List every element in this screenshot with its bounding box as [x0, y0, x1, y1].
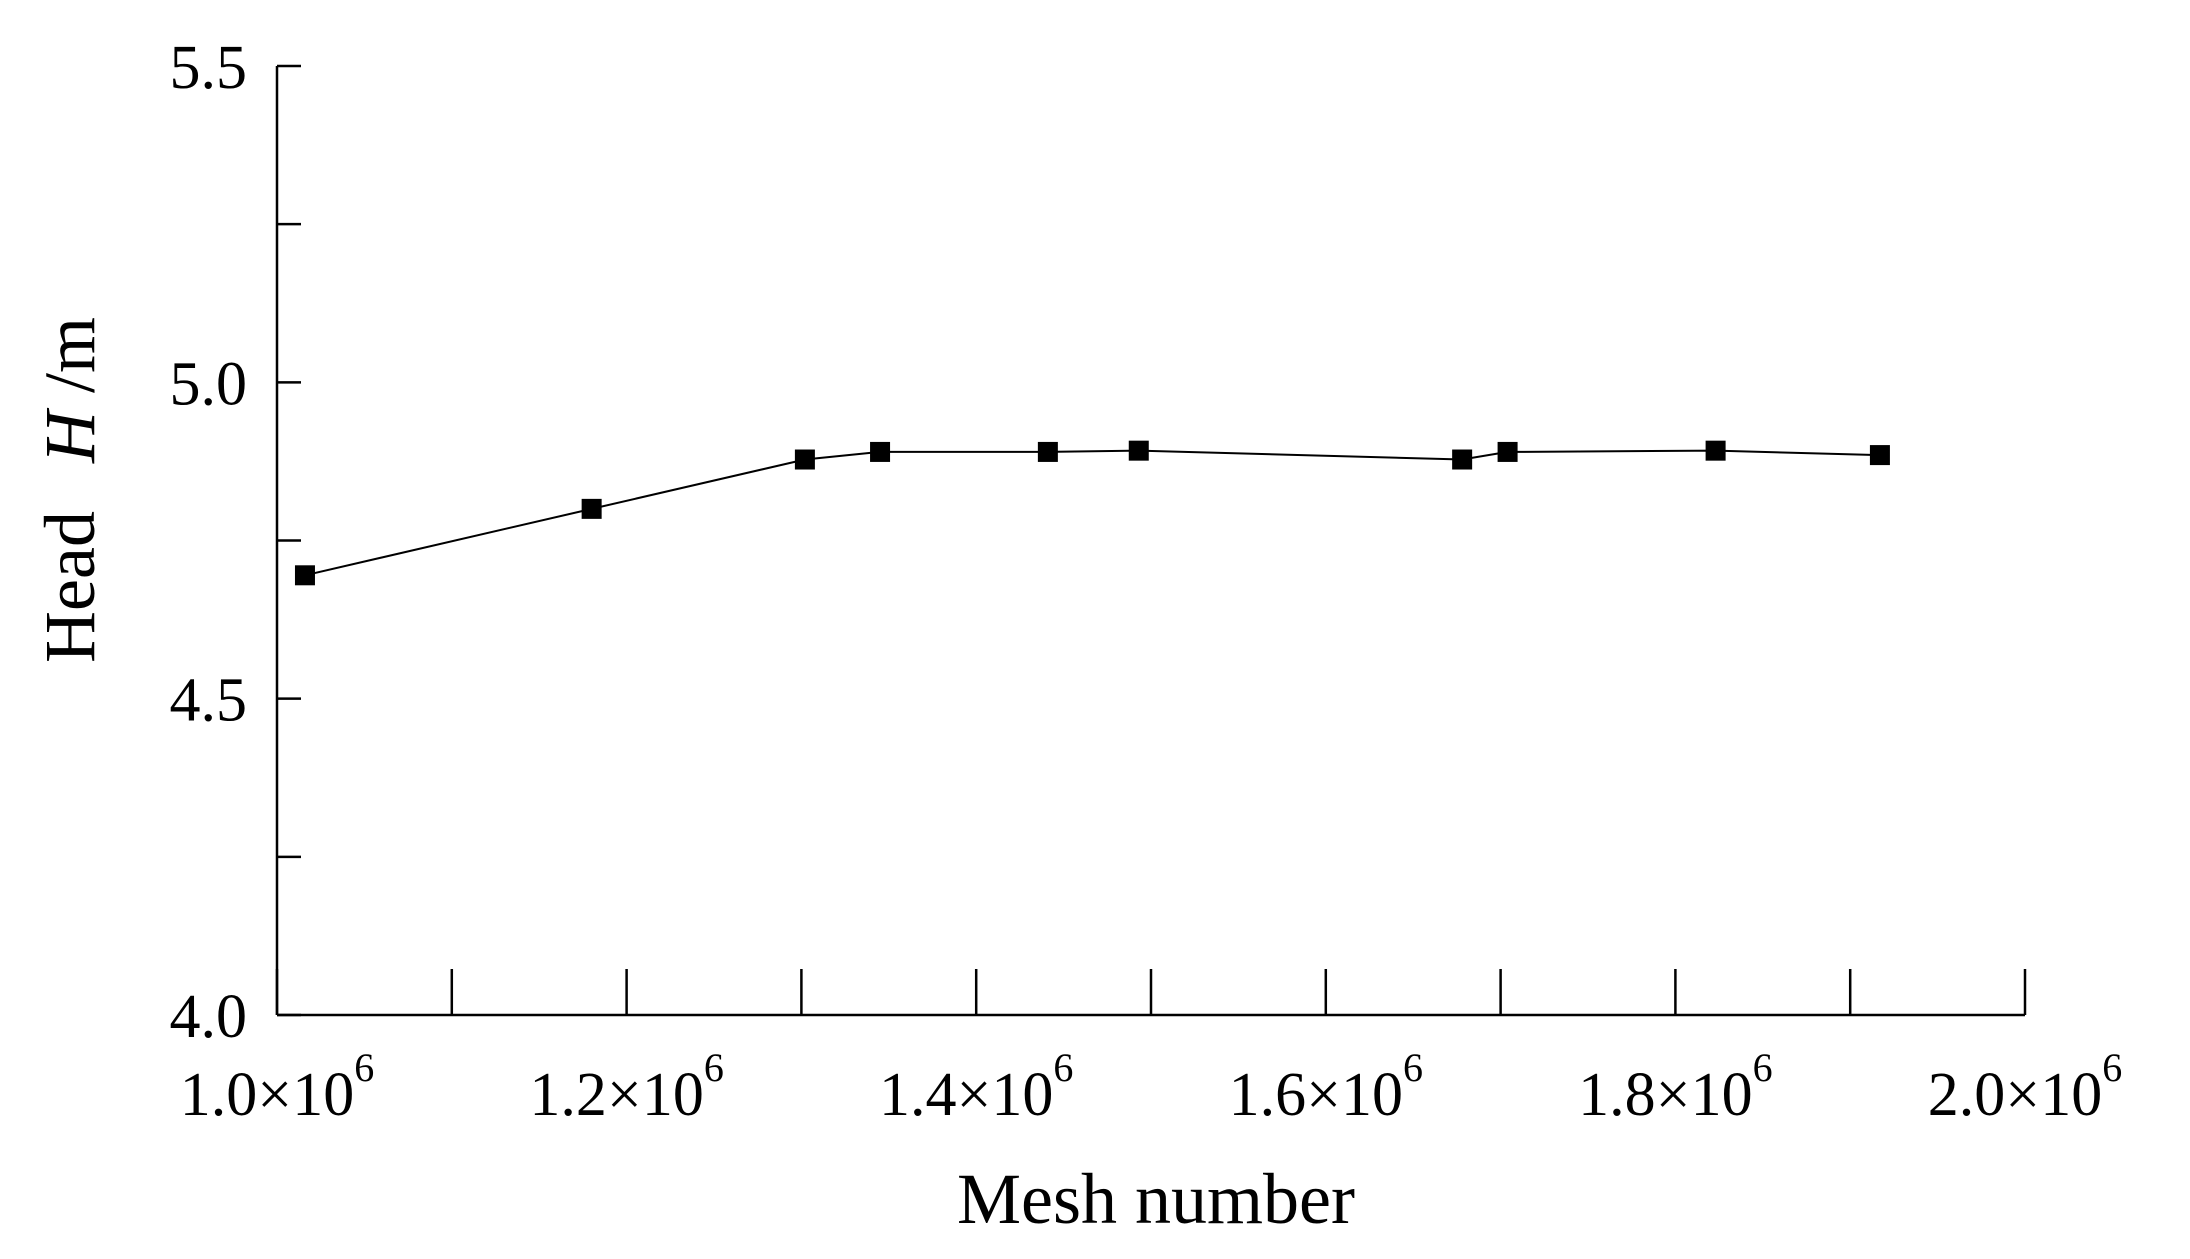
data-point-8 — [1705, 440, 1726, 461]
x-axis-title: Mesh number — [957, 1159, 1355, 1239]
x-tick-label-mantissa: 2.0×10 — [1928, 1061, 2102, 1129]
x-tick-label-3: 1.6×106 — [1229, 1045, 1423, 1129]
y-tick-labels: 4.0 4.5 5.0 5.5 — [170, 34, 248, 1051]
x-tick-label-exponent: 6 — [704, 1045, 724, 1090]
y-axis-title-symbol: H — [30, 407, 110, 464]
x-tick-label-mantissa: 1.2×10 — [529, 1061, 703, 1129]
y-tick-label-1: 4.5 — [170, 667, 248, 735]
data-point-5 — [1128, 440, 1149, 461]
x-tick-label-exponent: 6 — [1403, 1045, 1423, 1090]
x-tick-label-4: 1.8×106 — [1578, 1045, 1772, 1129]
x-tick-label-exponent: 6 — [2102, 1045, 2122, 1090]
data-point-9 — [1869, 445, 1890, 466]
y-ticks — [277, 64, 301, 1017]
x-tick-label-1: 1.2×106 — [529, 1045, 723, 1129]
y-axis-title: Head H /m — [30, 317, 110, 663]
data-point-6 — [1452, 449, 1473, 470]
x-tick-label-mantissa: 1.0×10 — [180, 1061, 354, 1129]
data-point-7 — [1497, 441, 1518, 462]
y-tick-label-2: 5.0 — [170, 350, 248, 418]
x-tick-label-exponent: 6 — [1053, 1045, 1073, 1090]
x-tick-label-5: 2.0×106 — [1928, 1045, 2122, 1129]
x-tick-label-exponent: 6 — [1753, 1045, 1773, 1090]
x-tick-label-mantissa: 1.6×10 — [1229, 1061, 1403, 1129]
x-tick-labels: 1.0×106 1.2×106 1.4×106 1.6×106 1.8×106 2.0×1… — [180, 1045, 2122, 1129]
data-point-4 — [1037, 441, 1058, 462]
y-tick-label-0: 4.0 — [170, 983, 248, 1051]
x-tick-label-mantissa: 1.8×10 — [1578, 1061, 1752, 1129]
data-point-0 — [294, 565, 315, 586]
y-axis-title-suffix: /m — [30, 317, 110, 393]
data-point-1 — [581, 498, 602, 519]
axes — [275, 66, 2025, 1017]
y-tick-label-3: 5.5 — [170, 34, 248, 102]
series-line-0 — [304, 449, 1880, 577]
series-layer — [294, 440, 1890, 586]
data-point-3 — [870, 441, 891, 462]
x-tick-label-mantissa: 1.4×10 — [879, 1061, 1053, 1129]
x-tick-label-2: 1.4×106 — [879, 1045, 1073, 1129]
data-point-2 — [794, 449, 815, 470]
x-ticks — [275, 969, 2027, 1015]
y-axis-title-prefix: Head — [30, 511, 110, 663]
x-tick-label-0: 1.0×106 — [180, 1045, 374, 1129]
x-tick-label-exponent: 6 — [354, 1045, 374, 1090]
